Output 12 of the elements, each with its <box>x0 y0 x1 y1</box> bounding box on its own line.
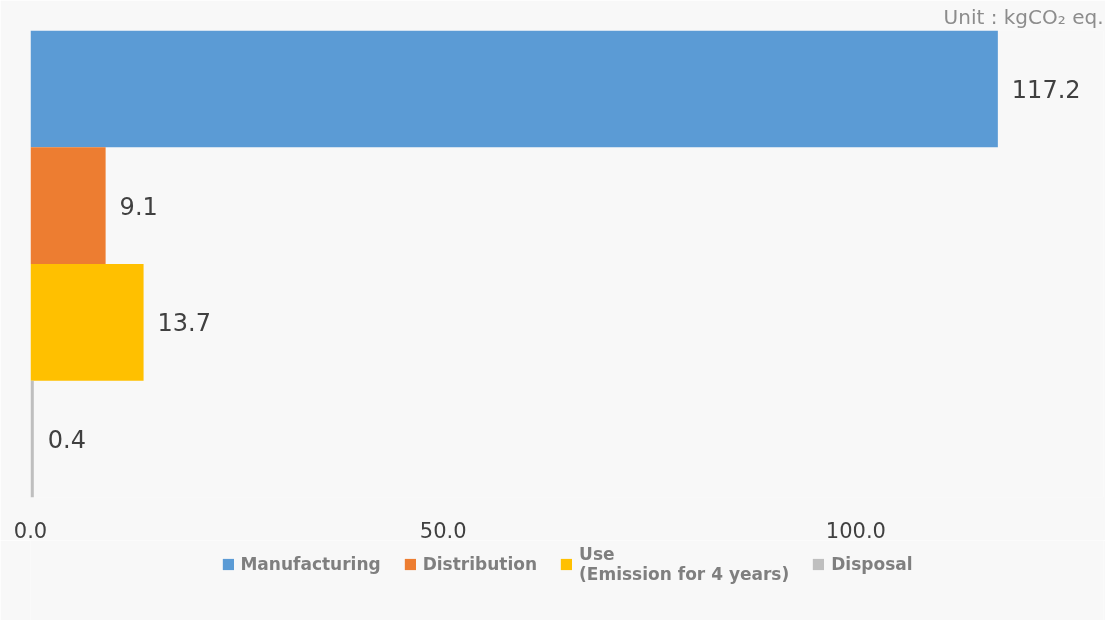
data-label: 13.7 <box>157 309 212 338</box>
legend-label: Distribution <box>422 554 538 574</box>
x-tick-label: 100.0 <box>825 518 886 543</box>
x-tick-label: 0.0 <box>13 518 48 543</box>
x-tick-label: 50.0 <box>419 518 467 543</box>
data-label: 117.2 <box>1011 75 1081 104</box>
text: Unit : kgCO₂ eq. <box>943 4 1104 29</box>
legend-label: Use (Emission for 4 years) <box>579 544 790 584</box>
legend-label: Disposal <box>831 554 913 574</box>
data-label: 9.1 <box>119 192 158 221</box>
legend-label: Manufacturing <box>240 554 381 574</box>
data-label: 0.4 <box>47 426 86 455</box>
